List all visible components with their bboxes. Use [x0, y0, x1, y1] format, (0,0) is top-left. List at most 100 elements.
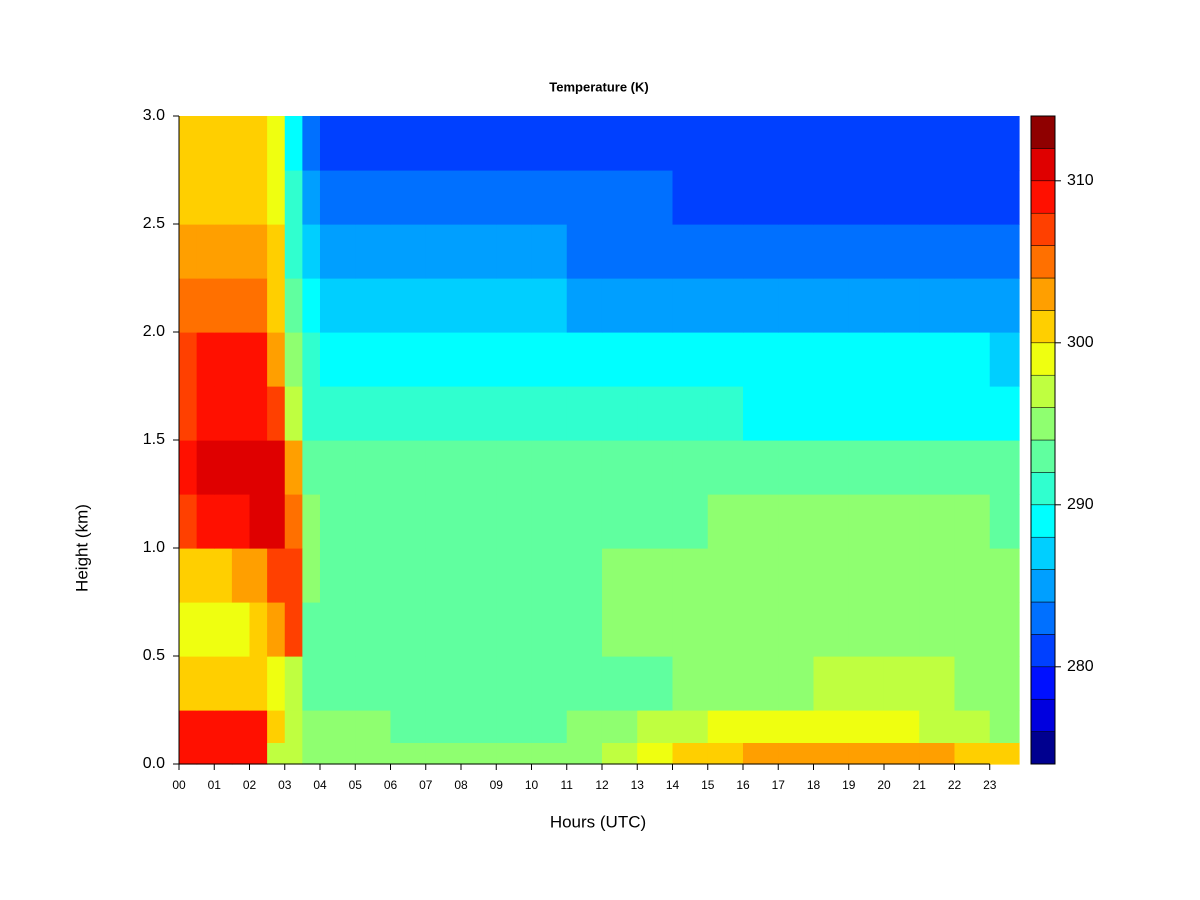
heat-cell [637, 602, 674, 657]
heat-cell [267, 742, 286, 765]
heat-cell [954, 332, 991, 387]
heat-cell [883, 116, 920, 171]
heat-cell [813, 494, 850, 549]
heat-cell [302, 440, 321, 495]
heat-cell [319, 742, 356, 765]
heat-cell [214, 710, 233, 743]
heat-cell [460, 224, 497, 279]
heat-cell [531, 602, 568, 657]
heat-cell [355, 116, 392, 171]
heat-cell [813, 332, 850, 387]
heat-cell [267, 278, 286, 333]
heat-cell [778, 116, 815, 171]
heat-cell [989, 602, 1020, 657]
heat-cell [601, 224, 638, 279]
heat-cell [390, 656, 427, 711]
heat-cell [778, 548, 815, 603]
heat-cell [231, 170, 251, 225]
heat-cell [672, 386, 709, 441]
x-tick-label: 13 [631, 778, 645, 792]
heat-cell [637, 494, 674, 549]
heat-cell [707, 742, 744, 765]
heat-cell [390, 440, 427, 495]
heat-cell [319, 494, 356, 549]
x-tick-label: 23 [983, 778, 997, 792]
heat-cell [179, 710, 198, 743]
heat-cell [919, 742, 956, 765]
heat-cell [813, 710, 850, 743]
heat-cell [531, 710, 568, 743]
heat-cell [196, 170, 215, 225]
heat-cell [742, 440, 779, 495]
heat-cell [302, 494, 321, 549]
heat-cell [267, 386, 286, 441]
heat-cell [179, 278, 198, 333]
heat-cell [249, 656, 268, 711]
heat-cell [848, 224, 885, 279]
heat-cell [231, 278, 251, 333]
x-tick-label: 02 [243, 778, 257, 792]
heat-cell [637, 332, 674, 387]
heat-cell [883, 548, 920, 603]
heat-cell [214, 440, 233, 495]
heat-cell [460, 386, 497, 441]
heat-cell [672, 494, 709, 549]
heat-cell [319, 170, 356, 225]
heat-cell [496, 742, 533, 765]
heat-cell [989, 278, 1020, 333]
heat-cell [883, 332, 920, 387]
heat-cell [742, 170, 779, 225]
heat-cell [742, 332, 779, 387]
heat-cell [778, 742, 815, 765]
heat-cell [231, 494, 251, 549]
heat-cell [267, 224, 286, 279]
heat-cell [919, 278, 956, 333]
heat-cell [179, 170, 198, 225]
heat-cell [319, 602, 356, 657]
heat-cell [302, 224, 321, 279]
heat-cell [778, 170, 815, 225]
heat-cell [989, 386, 1020, 441]
heat-cell [267, 656, 286, 711]
heat-cell [707, 116, 744, 171]
heat-cell [672, 278, 709, 333]
colorbar-band [1030, 439, 1056, 473]
heat-cell [425, 548, 462, 603]
colorbar-band [1030, 212, 1056, 246]
heat-cell [496, 602, 533, 657]
heat-cell [848, 494, 885, 549]
colorbar-band [1030, 634, 1056, 668]
heat-cell [284, 656, 303, 711]
heat-cell [742, 278, 779, 333]
heat-cell [566, 440, 603, 495]
heat-cell [231, 602, 251, 657]
heat-cell [496, 440, 533, 495]
heat-cell [989, 116, 1020, 171]
heat-cell [848, 742, 885, 765]
heat-cell [302, 170, 321, 225]
heat-cell [601, 332, 638, 387]
heat-cell [302, 710, 321, 743]
heat-cell [601, 278, 638, 333]
heat-cell [531, 170, 568, 225]
heat-cell [707, 278, 744, 333]
heat-cell [883, 656, 920, 711]
heat-cell [231, 656, 251, 711]
heat-cell [707, 224, 744, 279]
x-tick-label: 21 [913, 778, 927, 792]
heat-cell [496, 170, 533, 225]
heat-cell [284, 602, 303, 657]
heat-cell [214, 386, 233, 441]
heat-cell [355, 386, 392, 441]
heat-cell [496, 278, 533, 333]
x-tick-label: 16 [736, 778, 750, 792]
heat-cell [425, 332, 462, 387]
heat-cell [954, 170, 991, 225]
heat-cell [601, 548, 638, 603]
colorbar-frame [1030, 115, 1056, 765]
heat-cell [425, 656, 462, 711]
heat-cell [919, 710, 956, 743]
heat-cell [302, 742, 321, 765]
heat-cell [355, 602, 392, 657]
